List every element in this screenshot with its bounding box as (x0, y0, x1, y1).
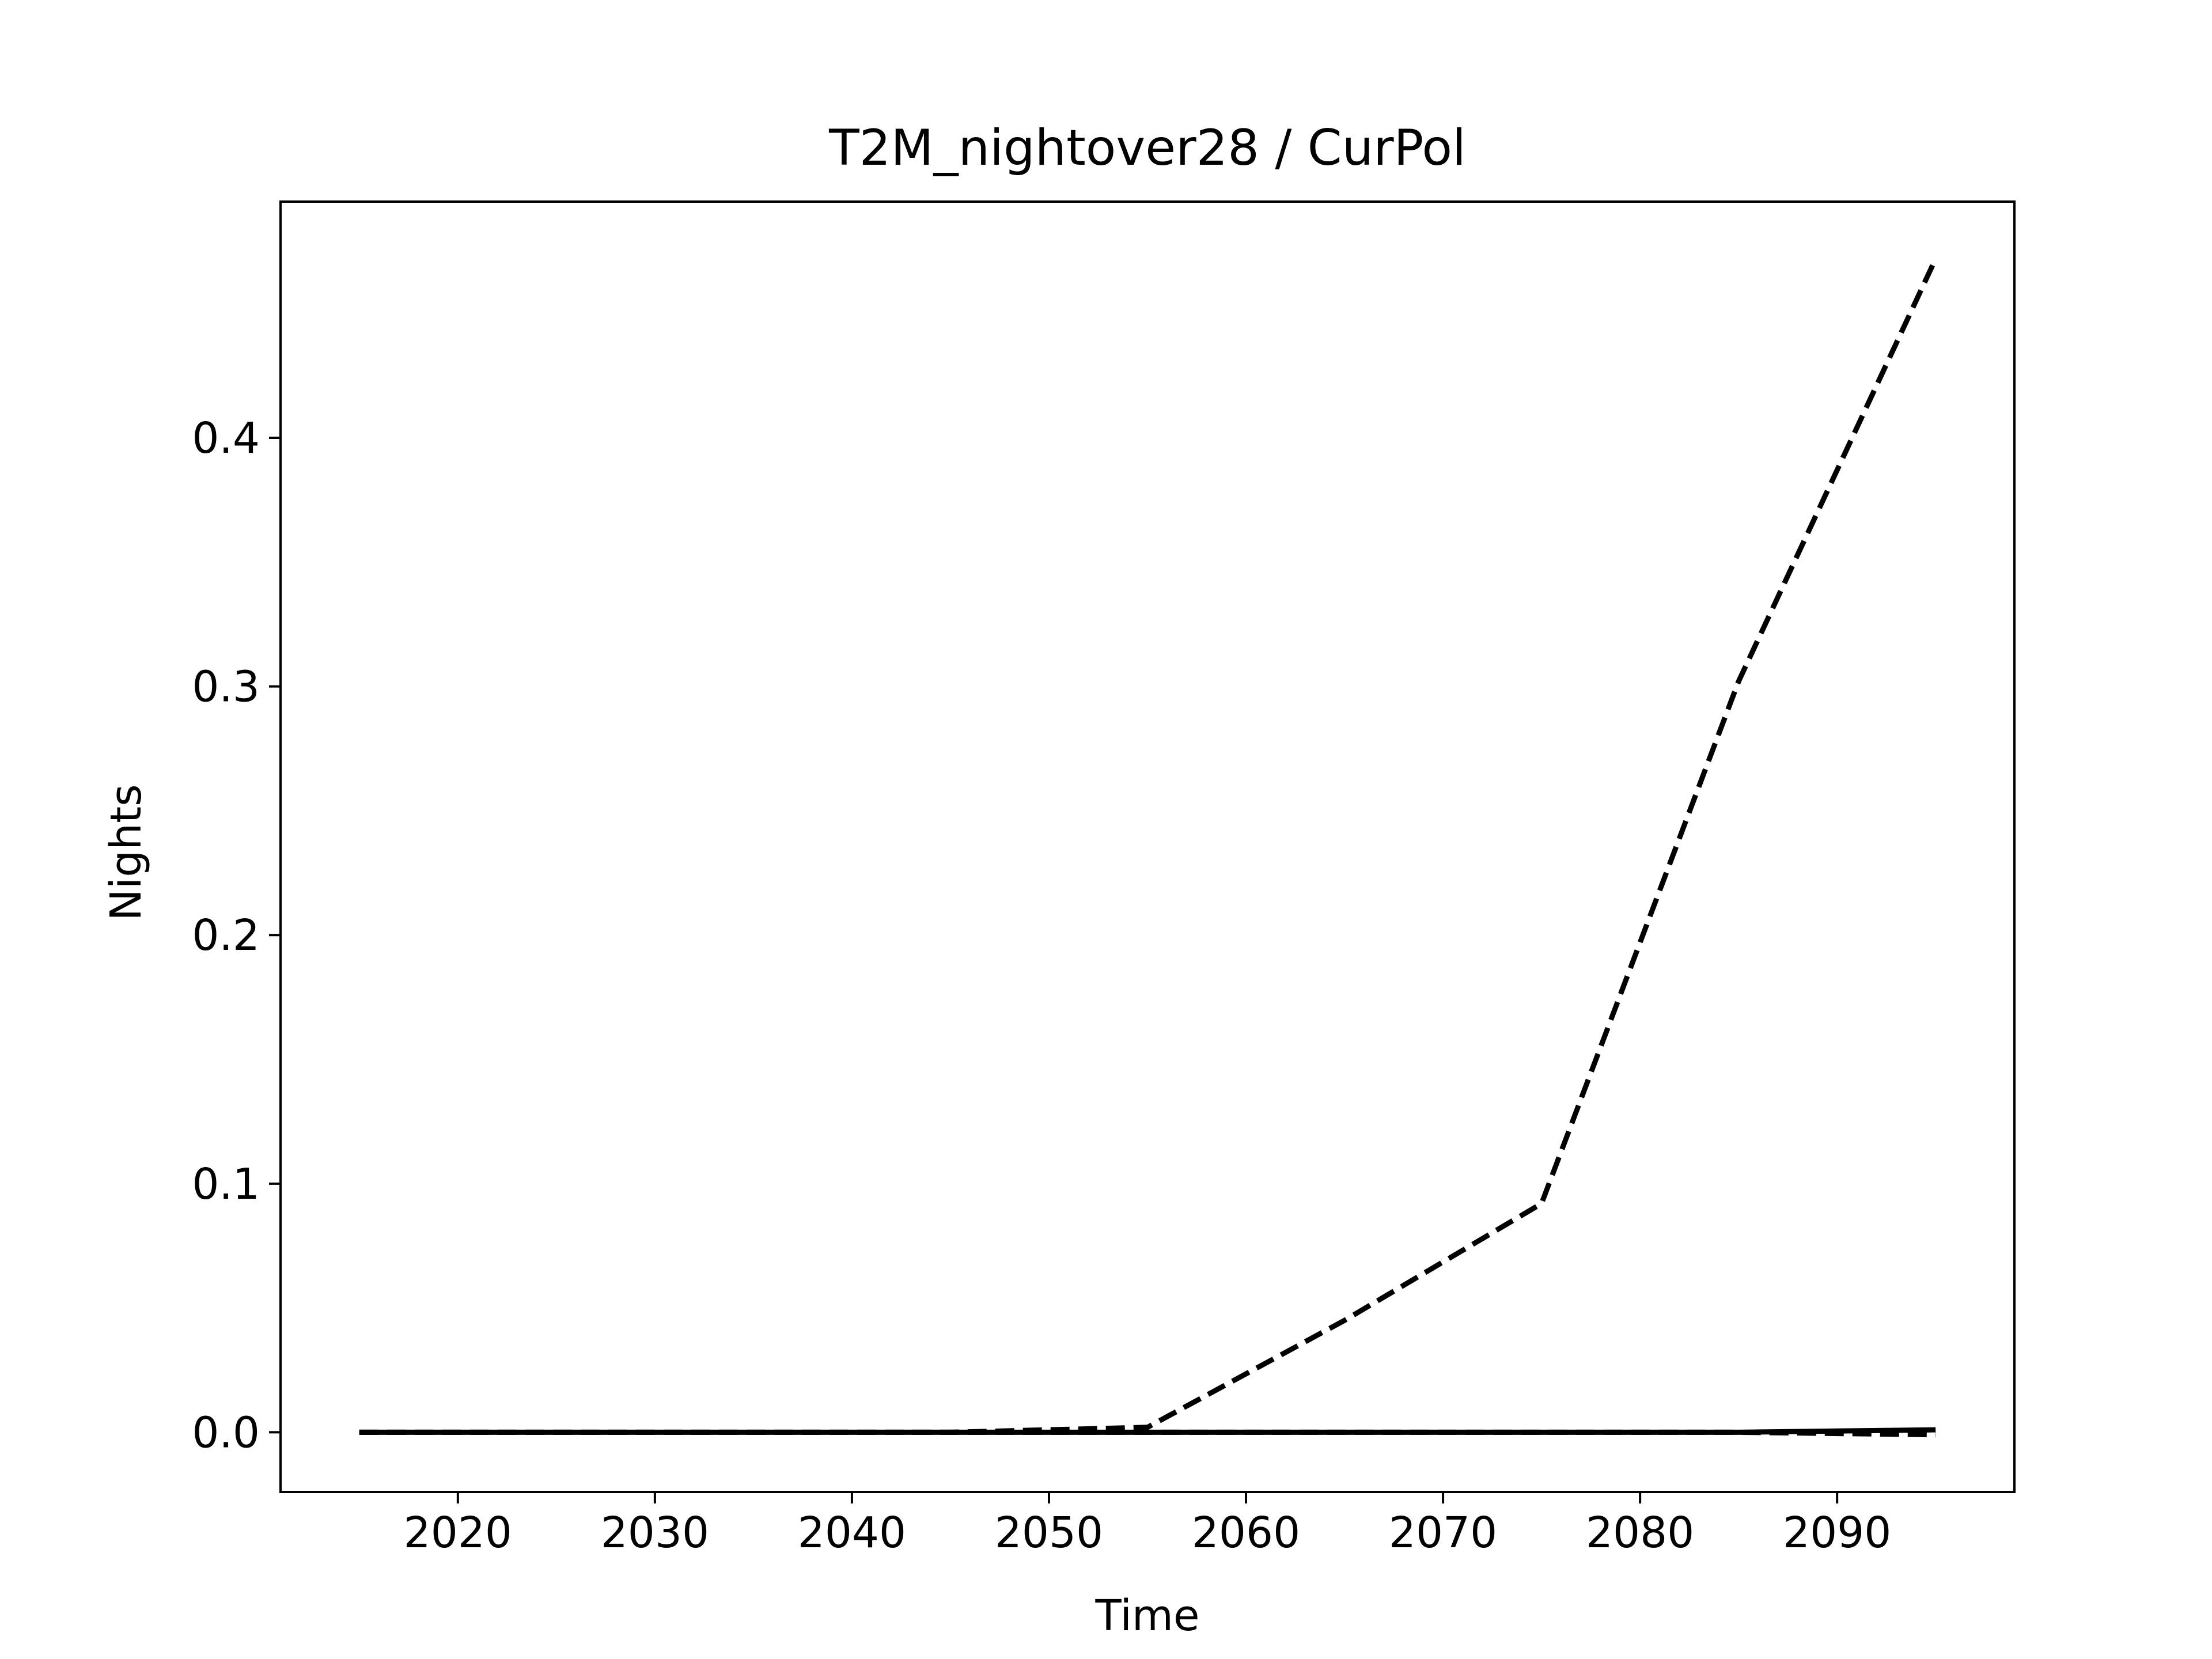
y-axis-label: Nights (101, 784, 151, 921)
x-tick-label: 2030 (601, 1508, 709, 1558)
y-tick-label: 0.0 (192, 1408, 260, 1457)
y-tick-label: 0.2 (192, 911, 260, 960)
x-tick-label: 2070 (1389, 1508, 1497, 1558)
x-axis-label: Time (1094, 1591, 1199, 1641)
series-line-3 (359, 1429, 1936, 1438)
x-tick-label: 2080 (1586, 1508, 1694, 1558)
y-axis: 0.0 0.1 0.2 0.3 0.4 (192, 414, 281, 1457)
plot-area (279, 200, 2016, 1493)
x-tick-label: 2020 (404, 1508, 512, 1558)
x-tick-label: 2060 (1192, 1508, 1300, 1558)
chart-title: T2M_nightover28 / CurPol (828, 119, 1466, 177)
y-tick-label: 0.4 (192, 414, 260, 463)
x-tick-label: 2040 (798, 1508, 906, 1558)
y-tick-label: 0.1 (192, 1160, 260, 1209)
x-tick-label: 2090 (1783, 1508, 1891, 1558)
x-axis: 2020 2030 2040 2050 2060 2070 2080 2090 (404, 1492, 1891, 1558)
y-tick-label: 0.3 (192, 662, 260, 712)
plot-frame (279, 200, 2016, 1493)
x-tick-label: 2050 (995, 1508, 1103, 1558)
